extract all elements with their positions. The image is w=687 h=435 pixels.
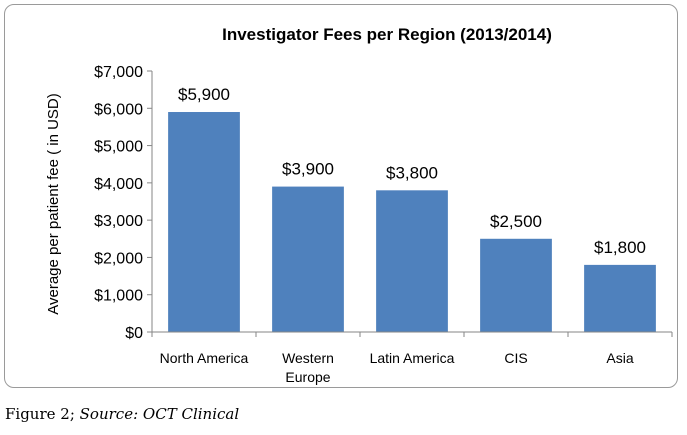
x-tick-label: CIS [504, 350, 527, 366]
bar [480, 238, 552, 332]
bar [584, 264, 656, 332]
data-label: $3,800 [386, 163, 438, 182]
y-tick-label: $4,000 [94, 176, 143, 193]
caption-source-name: OCT Clinical [142, 405, 240, 423]
caption-source-label: Source: [79, 405, 139, 423]
data-label: $3,900 [282, 160, 334, 179]
data-label: $2,500 [490, 212, 542, 231]
figure-caption: Figure 2; Source: OCT Clinical [5, 405, 239, 423]
caption-separator: ; [69, 405, 80, 423]
bar [376, 190, 448, 332]
y-tick-label: $2,000 [94, 250, 143, 267]
data-label: $5,900 [178, 85, 230, 104]
bar [272, 186, 344, 332]
y-tick-label: $1,000 [94, 288, 143, 305]
bars-group [168, 112, 656, 332]
caption-figure: Figure 2 [5, 405, 70, 423]
y-tick-label: $3,000 [94, 213, 143, 230]
bar [168, 112, 240, 332]
bar-chart: Investigator Fees per Region (2013/2014)… [45, 25, 673, 385]
x-tick-label: Western Europe [282, 350, 334, 385]
data-label: $1,800 [594, 238, 646, 257]
x-tick-label: Latin America [370, 350, 455, 366]
x-tick-label: North America [160, 350, 249, 366]
y-tick-label: $6,000 [94, 101, 143, 118]
x-tick-label: Asia [606, 350, 633, 366]
y-axis-ticks: $0 $1,000 $2,000 $3,000 $4,000 $5,000 $6,000 $7… [94, 64, 152, 342]
y-axis-label: Average per patient fee ( in USD) [45, 93, 62, 315]
x-axis-ticks: North America Western Europe Latin America C… [151, 332, 673, 385]
y-tick-label: $0 [125, 325, 143, 342]
chart-title: Investigator Fees per Region (2013/2014) [222, 25, 552, 44]
y-tick-label: $7,000 [94, 64, 143, 81]
data-labels-group: $5,900 $3,900 $3,800 $2,500 $1,800 [178, 85, 646, 257]
y-tick-label: $5,000 [94, 139, 143, 156]
